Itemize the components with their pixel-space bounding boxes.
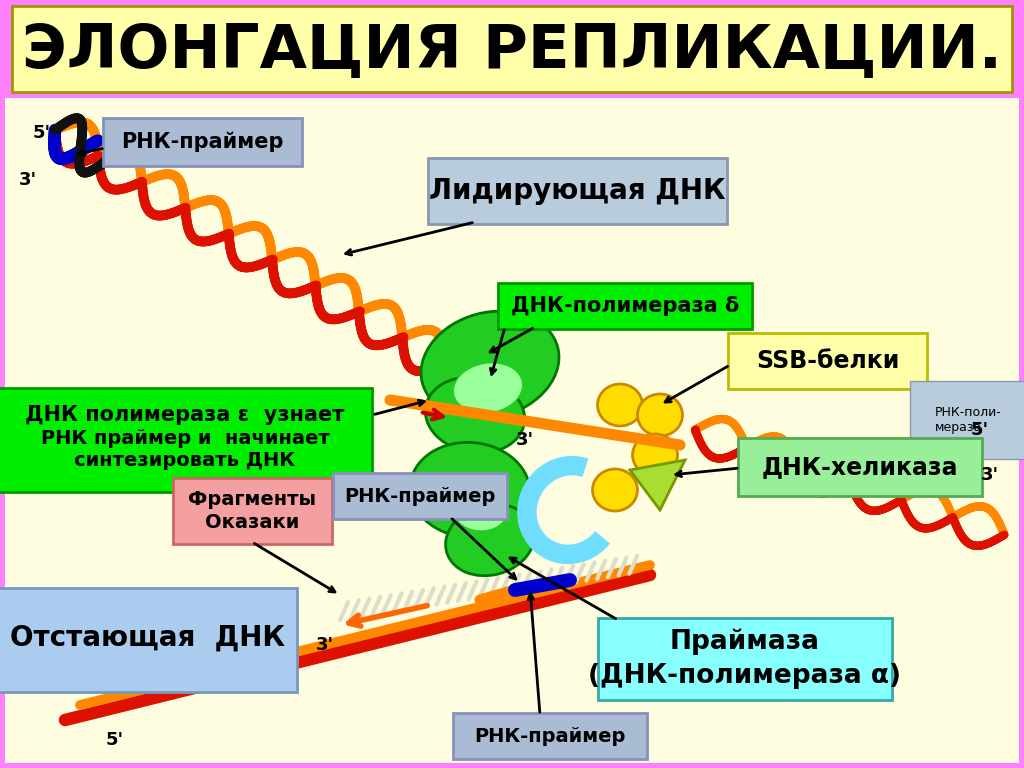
FancyBboxPatch shape [333,473,507,519]
Ellipse shape [425,377,524,453]
FancyBboxPatch shape [173,478,332,544]
Text: 5': 5' [33,124,51,142]
FancyBboxPatch shape [728,333,927,389]
Text: Лидирующая ДНК: Лидирующая ДНК [429,177,726,205]
Ellipse shape [421,311,559,419]
Ellipse shape [410,442,529,538]
FancyBboxPatch shape [0,388,372,492]
Text: SSB-белки: SSB-белки [756,349,899,373]
Text: 3': 3' [516,431,535,449]
Ellipse shape [453,489,508,531]
Text: синтезировать ДНК: синтезировать ДНК [75,451,296,469]
Text: ДНК полимераза ε  узнает: ДНК полимераза ε узнает [26,405,345,425]
Ellipse shape [638,394,683,436]
FancyBboxPatch shape [103,118,302,166]
Text: ДНК-хеликаза: ДНК-хеликаза [762,455,958,479]
FancyBboxPatch shape [598,618,892,700]
Text: РНК-поли-
мераза: РНК-поли- мераза [935,406,1001,434]
Text: РНК-праймер: РНК-праймер [344,486,496,505]
Text: 5': 5' [105,731,124,749]
Text: 3': 3' [18,171,37,189]
Text: ЭЛОНГАЦИЯ РЕПЛИКАЦИИ.: ЭЛОНГАЦИЯ РЕПЛИКАЦИИ. [22,22,1002,81]
FancyBboxPatch shape [0,588,297,692]
FancyBboxPatch shape [12,6,1012,92]
Ellipse shape [593,469,638,511]
Polygon shape [630,460,685,510]
Text: ДНК-полимераза δ: ДНК-полимераза δ [511,296,739,316]
FancyBboxPatch shape [428,158,727,224]
Text: РНК-праймер: РНК-праймер [474,727,626,746]
FancyBboxPatch shape [453,713,647,759]
FancyBboxPatch shape [738,438,982,496]
FancyBboxPatch shape [498,283,752,329]
Ellipse shape [597,384,642,426]
Ellipse shape [445,505,535,576]
Text: Фрагменты
Оказаки: Фрагменты Оказаки [188,490,316,532]
FancyBboxPatch shape [5,98,1019,763]
Text: РНК-праймер: РНК-праймер [121,132,284,152]
Ellipse shape [633,434,678,476]
Text: 3': 3' [981,466,999,484]
Text: РНК праймер и  начинает: РНК праймер и начинает [41,429,330,448]
Ellipse shape [454,362,522,413]
Text: Отстающая  ДНК: Отстающая ДНК [10,624,286,652]
Text: 3': 3' [316,636,334,654]
Text: 5': 5' [971,421,989,439]
Text: Праймаза
(ДНК-полимераза α): Праймаза (ДНК-полимераза α) [589,629,901,689]
